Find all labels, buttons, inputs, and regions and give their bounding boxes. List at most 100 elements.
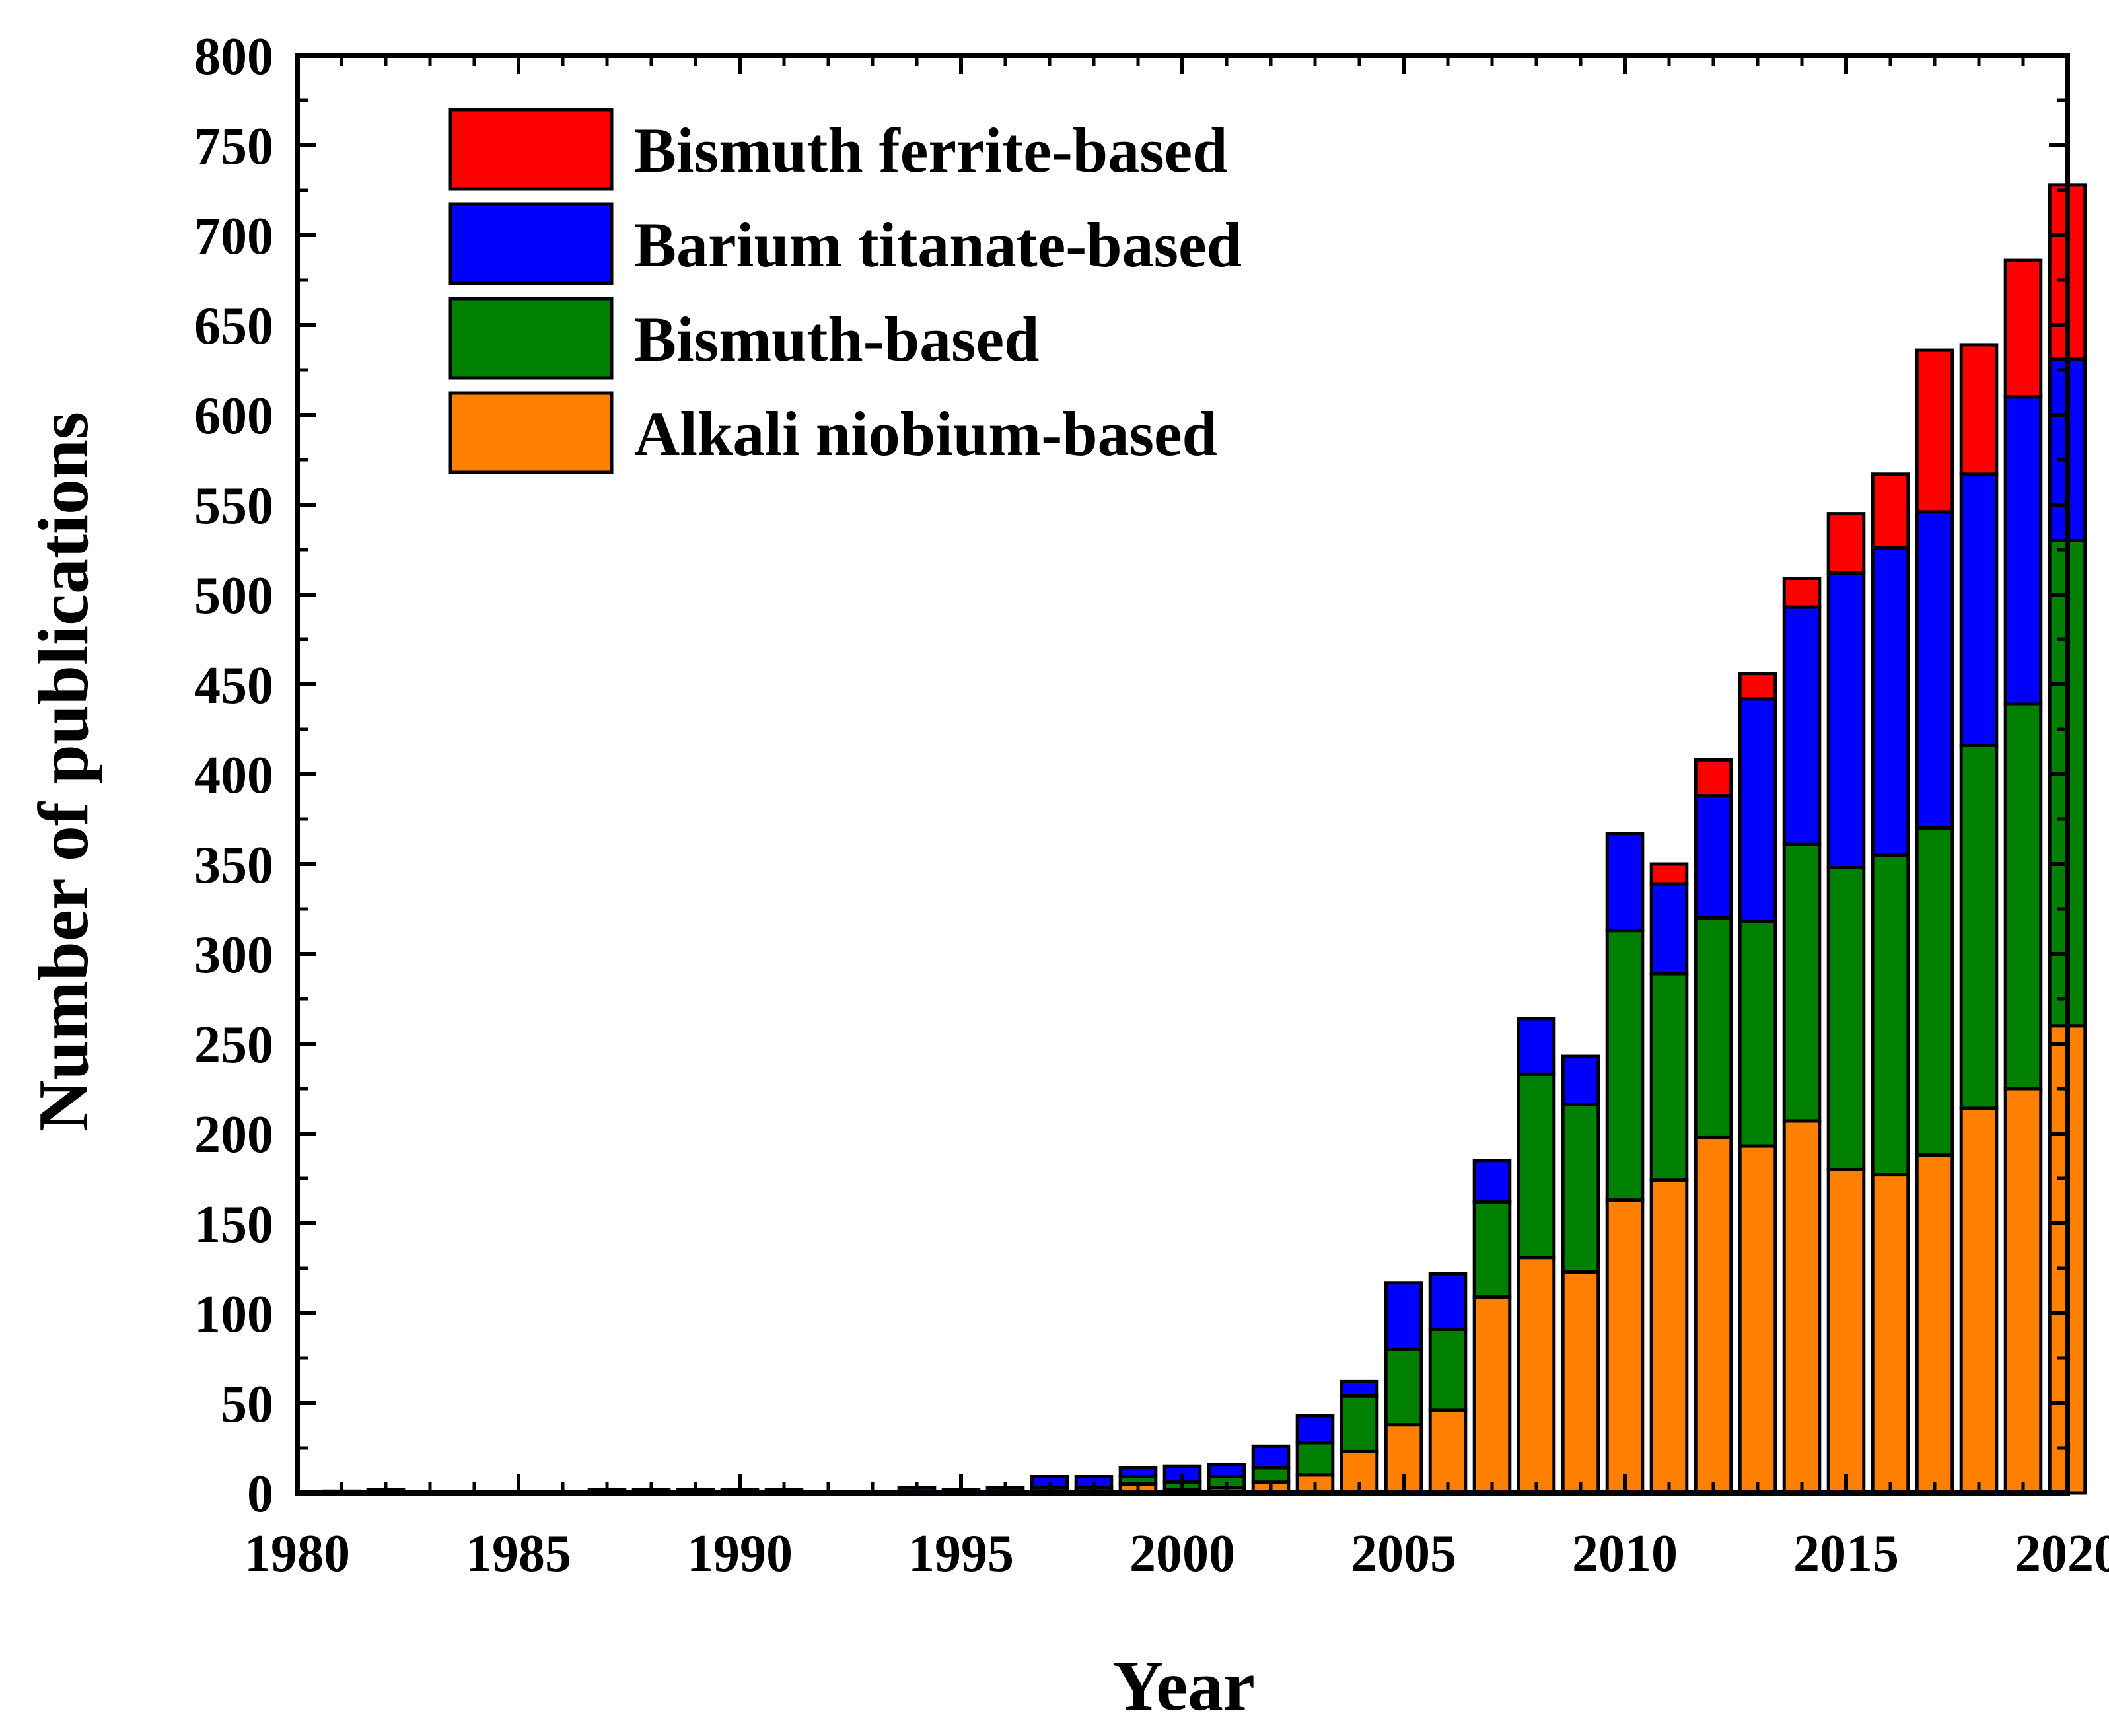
x-tick-label: 2000 bbox=[1129, 1525, 1235, 1583]
y-tick-label: 700 bbox=[194, 207, 273, 266]
bar-2011-series-0 bbox=[1649, 1178, 1689, 1495]
bar-2015-series-1 bbox=[1826, 865, 1866, 1171]
bar-2013-series-0 bbox=[1738, 1144, 1777, 1495]
legend-label: Bismuth-based bbox=[634, 304, 1040, 375]
bar-2010-series-0 bbox=[1605, 1198, 1645, 1495]
bar-2014-series-2 bbox=[1782, 605, 1822, 846]
bar-2010-series-1 bbox=[1605, 929, 1645, 1202]
x-tick-label: 2015 bbox=[1793, 1525, 1899, 1583]
bar-2009-series-1 bbox=[1561, 1103, 1600, 1274]
bar-2013-series-1 bbox=[1738, 920, 1777, 1148]
x-tick-label: 2005 bbox=[1351, 1525, 1456, 1583]
bar-2008-series-1 bbox=[1517, 1072, 1556, 1260]
y-axis-title: Number of publications bbox=[24, 412, 103, 1132]
bar-2013-series-2 bbox=[1738, 697, 1777, 923]
bar-2007-series-2 bbox=[1472, 1159, 1512, 1204]
bar-2014-series-3 bbox=[1782, 577, 1822, 609]
bar-2012-series-0 bbox=[1694, 1135, 1733, 1495]
bar-2011-series-1 bbox=[1649, 972, 1689, 1182]
bar-2019-series-2 bbox=[2003, 395, 2043, 706]
bar-2018-series-3 bbox=[1959, 343, 1999, 476]
bar-2018-series-1 bbox=[1959, 743, 1999, 1110]
y-tick-label: 650 bbox=[194, 297, 273, 355]
bar-2007-series-0 bbox=[1472, 1295, 1512, 1495]
bar-2006-series-2 bbox=[1428, 1272, 1468, 1331]
bar-2017-series-0 bbox=[1915, 1153, 1954, 1495]
bar-2017-series-2 bbox=[1915, 510, 1954, 830]
legend-swatch bbox=[448, 391, 614, 474]
legend-swatch bbox=[448, 202, 614, 285]
y-tick-label: 100 bbox=[194, 1285, 273, 1344]
y-tick-label: 500 bbox=[194, 567, 273, 625]
y-tick-label: 450 bbox=[194, 657, 273, 715]
y-tick-label: 250 bbox=[194, 1016, 273, 1074]
bar-1999-series-2 bbox=[1118, 1466, 1158, 1479]
bar-2002-series-1 bbox=[1251, 1466, 1291, 1484]
bars-layer bbox=[322, 183, 2087, 1495]
y-tick-label: 800 bbox=[194, 28, 273, 86]
y-tick-label: 150 bbox=[194, 1196, 273, 1254]
bar-2018-series-0 bbox=[1959, 1106, 1999, 1495]
bar-2015-series-2 bbox=[1826, 571, 1866, 869]
bar-2019-series-3 bbox=[2003, 258, 2043, 399]
legend-swatch bbox=[448, 297, 614, 380]
y-tick-label: 550 bbox=[194, 477, 273, 535]
bar-2017-series-3 bbox=[1915, 348, 1954, 514]
legend-label: Barium titanate-based bbox=[634, 209, 1242, 280]
bar-2006-series-0 bbox=[1428, 1408, 1468, 1495]
bar-2008-series-0 bbox=[1517, 1256, 1556, 1495]
y-tick-label: 50 bbox=[221, 1375, 273, 1433]
bar-2011-series-3 bbox=[1649, 862, 1689, 886]
x-tick-label: 2020 bbox=[2015, 1525, 2109, 1583]
bar-2008-series-2 bbox=[1517, 1017, 1556, 1076]
x-tick-label: 1980 bbox=[244, 1525, 350, 1583]
bar-2017-series-1 bbox=[1915, 826, 1954, 1157]
bar-2019-series-1 bbox=[2003, 702, 2043, 1091]
bar-2003-series-2 bbox=[1295, 1414, 1335, 1445]
bar-2007-series-1 bbox=[1472, 1200, 1512, 1299]
bar-2001-series-2 bbox=[1207, 1462, 1246, 1479]
x-tick-label: 1990 bbox=[687, 1525, 793, 1583]
x-tick-label: 2010 bbox=[1572, 1525, 1678, 1583]
bar-2012-series-1 bbox=[1694, 916, 1733, 1139]
bar-2015-series-0 bbox=[1826, 1167, 1866, 1495]
y-tick-label: 200 bbox=[194, 1106, 273, 1164]
bar-2012-series-3 bbox=[1694, 758, 1733, 798]
bar-2019-series-0 bbox=[2003, 1087, 2043, 1495]
bar-2014-series-0 bbox=[1782, 1119, 1822, 1495]
legend-label: Alkali niobium-based bbox=[634, 398, 1217, 469]
bar-2005-series-1 bbox=[1384, 1347, 1423, 1427]
bar-2016-series-0 bbox=[1871, 1173, 1910, 1495]
y-tick-label: 750 bbox=[194, 118, 273, 176]
x-tick-label: 1985 bbox=[466, 1525, 571, 1583]
bar-2009-series-0 bbox=[1561, 1270, 1600, 1495]
y-tick-label: 300 bbox=[194, 926, 273, 984]
bar-2004-series-1 bbox=[1340, 1394, 1379, 1453]
bar-2009-series-2 bbox=[1561, 1054, 1600, 1106]
bar-2004-series-2 bbox=[1340, 1379, 1379, 1398]
legend-swatch bbox=[448, 108, 614, 191]
bar-2016-series-3 bbox=[1871, 472, 1910, 550]
bar-2014-series-1 bbox=[1782, 842, 1822, 1123]
x-tick-label: 1995 bbox=[908, 1525, 1014, 1583]
y-tick-label: 0 bbox=[247, 1465, 273, 1523]
bar-2005-series-2 bbox=[1384, 1281, 1423, 1351]
bar-2016-series-1 bbox=[1871, 853, 1910, 1177]
legend: Bismuth ferrite-based Barium titanate-bas… bbox=[448, 108, 1242, 474]
y-tick-label: 350 bbox=[194, 836, 273, 894]
bar-2016-series-2 bbox=[1871, 546, 1910, 857]
bar-2002-series-2 bbox=[1251, 1444, 1291, 1470]
bar-2011-series-2 bbox=[1649, 882, 1689, 976]
y-tick-label: 400 bbox=[194, 746, 273, 805]
bar-2006-series-1 bbox=[1428, 1327, 1468, 1412]
bar-2015-series-3 bbox=[1826, 512, 1866, 575]
bar-2018-series-2 bbox=[1959, 472, 1999, 747]
bar-2013-series-3 bbox=[1738, 672, 1777, 701]
bar-2012-series-2 bbox=[1694, 794, 1733, 920]
bar-2003-series-1 bbox=[1295, 1441, 1335, 1477]
x-axis-title: Year bbox=[1112, 1647, 1255, 1725]
legend-label: Bismuth ferrite-based bbox=[634, 115, 1228, 186]
bar-2010-series-2 bbox=[1605, 832, 1645, 933]
y-tick-label: 600 bbox=[194, 387, 273, 445]
